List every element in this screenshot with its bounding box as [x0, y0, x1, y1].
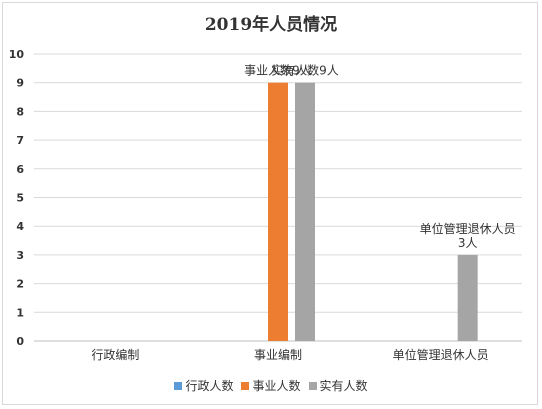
y-tick-label: 4 — [16, 220, 24, 233]
data-label: 事业人数9人 — [244, 63, 312, 78]
legend-item: 实有人数 — [308, 377, 368, 394]
legend-label: 实有人数 — [319, 379, 368, 393]
y-tick-label: 9 — [16, 77, 24, 90]
x-tick-label: 单位管理退休人员 — [393, 347, 489, 362]
legend-item: 行政人数 — [174, 377, 233, 394]
y-tick-label: 8 — [16, 105, 24, 118]
x-tick-label: 行政编制 — [91, 347, 139, 362]
chart-title: 2019年人员情况 — [204, 15, 338, 35]
bar — [457, 254, 478, 341]
legend-item: 事业人数 — [241, 377, 301, 394]
y-tick-label: 3 — [16, 249, 24, 262]
y-tick-label: 7 — [16, 134, 24, 147]
y-tick-label: 0 — [16, 335, 24, 348]
x-tick-label: 事业编制 — [254, 347, 302, 362]
chart-legend: 行政人数 事业人数 实有人数 — [0, 377, 542, 394]
y-tick-label: 6 — [16, 163, 24, 176]
y-tick-label: 1 — [16, 306, 24, 319]
data-label: 单位管理退休人员 — [420, 221, 516, 236]
data-label: 实有人数9人 — [271, 63, 339, 78]
legend-label: 行政人数 — [185, 379, 234, 393]
y-tick-label: 10 — [9, 48, 25, 61]
data-label: 3人 — [458, 236, 478, 250]
y-tick-label: 5 — [16, 192, 24, 205]
legend-swatch — [241, 382, 250, 390]
legend-swatch — [174, 382, 183, 390]
bar — [268, 82, 288, 341]
legend-swatch — [308, 382, 317, 390]
legend-label: 事业人数 — [252, 379, 301, 393]
y-tick-label: 2 — [16, 278, 24, 291]
bar — [295, 82, 315, 341]
